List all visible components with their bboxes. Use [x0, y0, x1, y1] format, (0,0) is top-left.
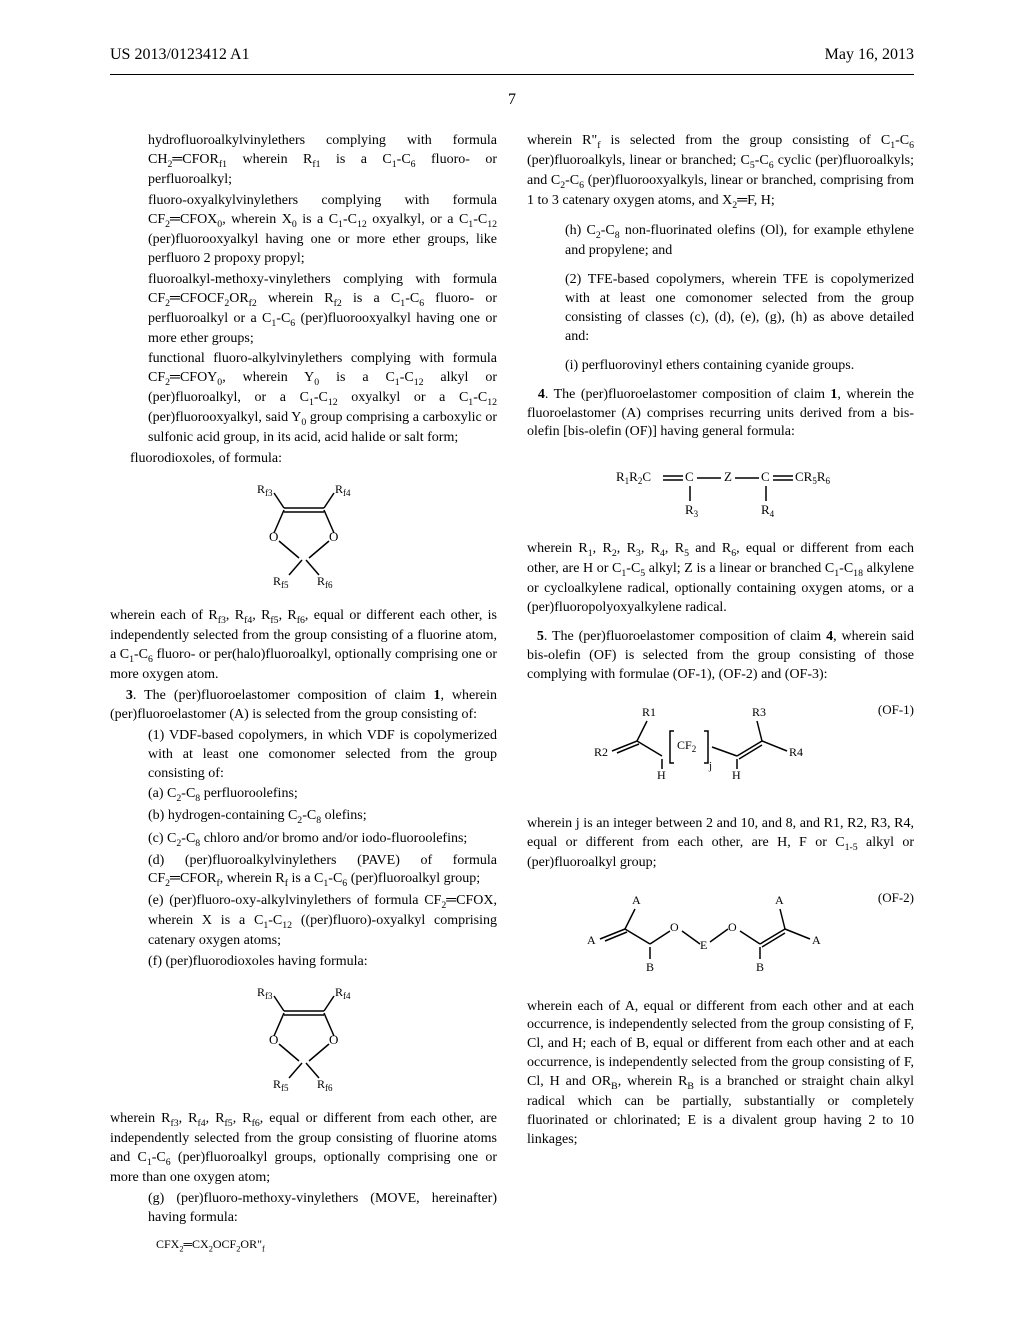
svg-text:CR5R6: CR5R6 — [795, 469, 831, 486]
bis-olefin-formula: R1R2C C Z C CR5R6 R3 R4 — [591, 456, 851, 526]
svg-text:Rf3: Rf3 — [257, 483, 273, 498]
svg-text:Rf4: Rf4 — [335, 986, 351, 1001]
svg-text:O: O — [269, 529, 278, 544]
svg-text:Rf6: Rf6 — [317, 574, 333, 590]
svg-text:R3: R3 — [752, 705, 766, 719]
svg-text:C: C — [761, 469, 770, 484]
svg-text:O: O — [329, 1032, 338, 1047]
svg-text:O: O — [728, 920, 737, 934]
claim-3: 3. The (per)fluoroelastomer composition … — [110, 687, 497, 725]
svg-text:Rf4: Rf4 — [335, 483, 351, 498]
svg-text:Rf3: Rf3 — [257, 986, 273, 1001]
svg-text:H: H — [732, 768, 741, 782]
svg-text:O: O — [329, 529, 338, 544]
para: (b) hydrogen-containing C2-C8 olefins; — [148, 807, 497, 827]
para: (g) (per)fluoro-methoxy-vinylethers (MOV… — [148, 1190, 497, 1228]
patent-date: May 16, 2013 — [825, 44, 914, 66]
para: wherein R"f is selected from the group c… — [527, 132, 914, 212]
para: wherein j is an integer between 2 and 10… — [527, 815, 914, 873]
svg-text:B: B — [756, 960, 764, 974]
para: wherein Rf3, Rf4, Rf5, Rf6, equal or dif… — [110, 1110, 497, 1188]
para: fluoro-oxyalkylvinylethers complying wit… — [148, 192, 497, 269]
patent-number: US 2013/0123412 A1 — [110, 44, 250, 66]
para: (1) VDF-based copolymers, in which VDF i… — [148, 727, 497, 784]
para: wherein each of Rf3, Rf4, Rf5, Rf6, equa… — [110, 607, 497, 685]
para: (f) (per)fluorodioxoles having formula: — [148, 953, 497, 972]
para: (d) (per)fluoroalkylvinylethers (PAVE) o… — [148, 852, 497, 891]
header-divider — [110, 74, 914, 75]
svg-text:R1R2C: R1R2C — [616, 469, 651, 486]
svg-text:CF2: CF2 — [677, 738, 696, 754]
para: hydrofluoroalkylvinylethers complying wi… — [148, 132, 497, 190]
of1-structure: R1 R3 R2 H CF2 j H — [582, 701, 822, 801]
para: (i) perfluorovinyl ethers containing cya… — [565, 357, 914, 376]
claim-4: 4. The (per)fluoroelastomer composition … — [527, 386, 914, 443]
svg-text:Z: Z — [724, 469, 732, 484]
svg-text:A: A — [775, 893, 784, 907]
svg-text:R2: R2 — [594, 745, 608, 759]
para: (2) TFE-based copolymers, wherein TFE is… — [565, 271, 914, 347]
svg-text:R3: R3 — [685, 502, 699, 519]
para: (h) C2-C8 non-fluorinated olefins (Ol), … — [565, 222, 914, 261]
svg-text:j: j — [708, 760, 712, 772]
of1-label: (OF-1) — [878, 701, 914, 719]
right-column: wherein R"f is selected from the group c… — [527, 132, 914, 1262]
svg-text:H: H — [657, 768, 666, 782]
para: (c) C2-C8 chloro and/or bromo and/or iod… — [148, 830, 497, 850]
svg-text:R1: R1 — [642, 705, 656, 719]
of2-structure: A A B O E O B A — [562, 889, 842, 984]
svg-text:R4: R4 — [761, 502, 775, 519]
svg-text:A: A — [632, 893, 641, 907]
para: fluoroalkyl-methoxy-vinylethers complyin… — [148, 271, 497, 349]
left-column: hydrofluoroalkylvinylethers complying wi… — [110, 132, 497, 1262]
dioxole-structure-2: O O Rf3 Rf4 Rf5 Rf6 — [239, 986, 369, 1096]
dioxole-structure: O O Rf3 Rf4 Rf5 Rf6 — [239, 483, 369, 593]
formula-move: CFX2═CX2OCF2OR"f — [156, 1236, 497, 1255]
para: functional fluoro-alkylvinylethers compl… — [148, 350, 497, 448]
para: wherein R1, R2, R3, R4, R5 and R6, equal… — [527, 540, 914, 618]
two-column-content: hydrofluoroalkylvinylethers complying wi… — [0, 132, 1024, 1262]
svg-text:E: E — [700, 938, 707, 952]
svg-text:Rf5: Rf5 — [273, 1077, 289, 1093]
svg-text:Rf6: Rf6 — [317, 1077, 333, 1093]
svg-text:O: O — [670, 920, 679, 934]
svg-text:O: O — [269, 1032, 278, 1047]
svg-text:A: A — [812, 933, 821, 947]
para: fluorodioxoles, of formula: — [130, 450, 497, 469]
svg-text:B: B — [646, 960, 654, 974]
of2-label: (OF-2) — [878, 889, 914, 907]
svg-text:C: C — [685, 469, 694, 484]
svg-text:R4: R4 — [789, 745, 803, 759]
svg-text:A: A — [587, 933, 596, 947]
para: wherein each of A, equal or different fr… — [527, 998, 914, 1150]
claim-5: 5. The (per)fluoroelastomer composition … — [527, 628, 914, 685]
para: (a) C2-C8 perfluoroolefins; — [148, 785, 497, 805]
page-number: 7 — [0, 89, 1024, 111]
svg-text:Rf5: Rf5 — [273, 574, 289, 590]
para: (e) (per)fluoro-oxy-alkylvinylethers of … — [148, 892, 497, 951]
